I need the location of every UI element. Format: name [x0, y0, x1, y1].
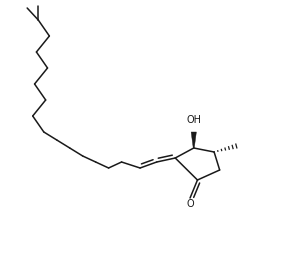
Text: O: O	[186, 199, 194, 209]
Polygon shape	[191, 132, 196, 148]
Text: OH: OH	[186, 115, 201, 125]
